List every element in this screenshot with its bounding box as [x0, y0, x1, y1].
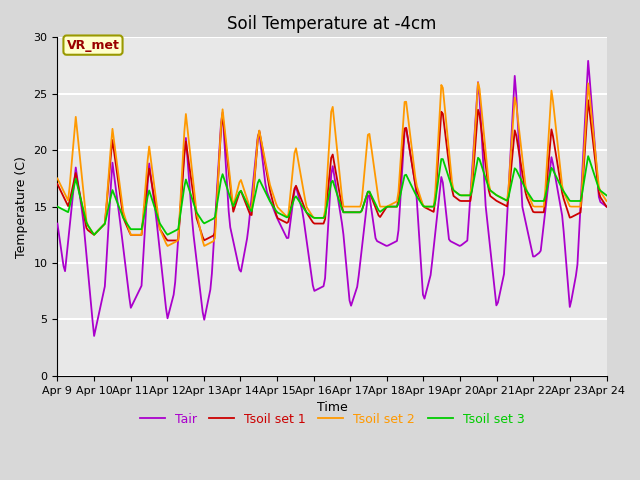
Tsoil set 1 — [121, 218, 129, 224]
Tsoil set 3 — [219, 171, 227, 177]
Tsoil set 1 — [573, 211, 581, 217]
Tair — [295, 195, 303, 201]
Tsoil set 3 — [295, 198, 303, 204]
Tsoil set 3 — [90, 232, 98, 238]
Tsoil set 1 — [219, 112, 227, 118]
Tair — [584, 58, 592, 64]
Tsoil set 1 — [164, 238, 172, 243]
Tsoil set 1 — [603, 204, 611, 209]
Tsoil set 2 — [121, 214, 129, 219]
Tsoil set 2 — [54, 176, 61, 181]
Line: Tsoil set 3: Tsoil set 3 — [58, 156, 607, 235]
Tsoil set 2 — [164, 243, 172, 249]
Tsoil set 2 — [295, 163, 303, 168]
Tsoil set 3 — [54, 204, 61, 209]
Tsoil set 2 — [246, 205, 254, 211]
Tsoil set 1 — [246, 212, 254, 217]
Tsoil set 1 — [295, 191, 303, 196]
Tsoil set 2 — [603, 198, 611, 204]
Tair — [90, 333, 98, 339]
Tsoil set 3 — [237, 188, 244, 193]
Tsoil set 1 — [237, 188, 244, 194]
Tair — [603, 204, 611, 209]
Text: VR_met: VR_met — [67, 38, 120, 52]
Tsoil set 2 — [474, 80, 482, 85]
Legend: Tair, Tsoil set 1, Tsoil set 2, Tsoil set 3: Tair, Tsoil set 1, Tsoil set 2, Tsoil se… — [134, 408, 529, 431]
Tair — [573, 262, 581, 267]
Tsoil set 1 — [584, 97, 592, 103]
Tsoil set 3 — [603, 192, 611, 198]
Line: Tsoil set 2: Tsoil set 2 — [58, 83, 607, 246]
Tair — [54, 221, 61, 227]
Tsoil set 3 — [584, 153, 592, 159]
Tsoil set 3 — [122, 219, 130, 225]
Title: Soil Temperature at -4cm: Soil Temperature at -4cm — [227, 15, 436, 33]
Tair — [122, 269, 130, 275]
Tsoil set 3 — [573, 198, 581, 204]
Tsoil set 1 — [54, 181, 61, 187]
Line: Tsoil set 1: Tsoil set 1 — [58, 100, 607, 240]
Tsoil set 2 — [575, 204, 583, 209]
Y-axis label: Temperature (C): Temperature (C) — [15, 156, 28, 258]
Tsoil set 2 — [237, 177, 244, 183]
Line: Tair: Tair — [58, 61, 607, 336]
X-axis label: Time: Time — [317, 401, 348, 414]
Tsoil set 3 — [246, 207, 254, 213]
Tair — [246, 209, 254, 215]
Tair — [237, 269, 244, 275]
Tsoil set 2 — [219, 107, 227, 112]
Tair — [219, 109, 227, 115]
